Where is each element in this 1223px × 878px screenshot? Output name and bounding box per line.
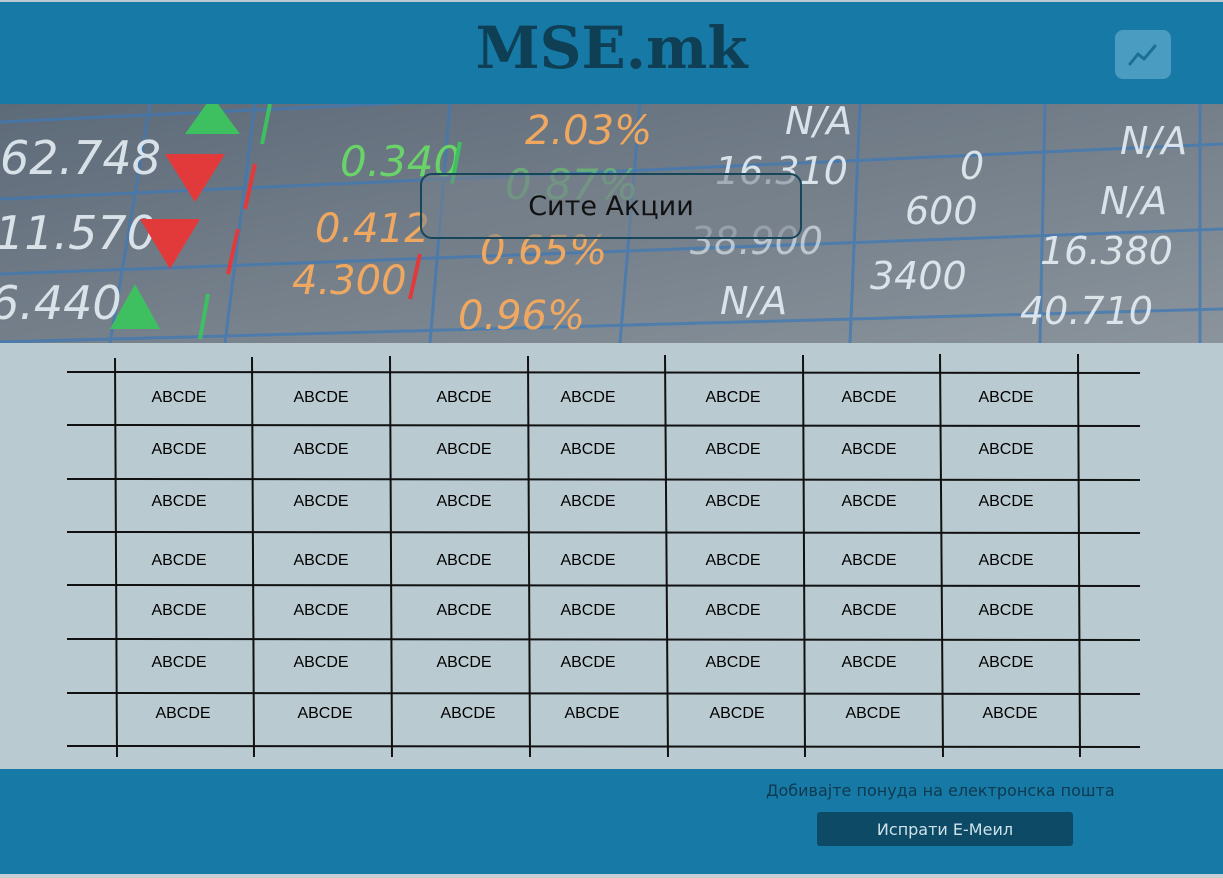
all-stocks-button[interactable]: Сите Акции: [420, 173, 802, 239]
svg-text:16.380: 16.380: [1040, 229, 1173, 273]
table-cell: ABCDE: [560, 493, 616, 510]
hero-banner: 62.748 11.570 6.440 16.310 38.900 N/A N/…: [0, 104, 1223, 343]
svg-text:3400: 3400: [870, 254, 967, 298]
svg-text:4.300: 4.300: [292, 258, 407, 304]
svg-text:N/A: N/A: [1100, 179, 1167, 223]
table-cell: ABCDE: [841, 654, 897, 671]
svg-text:40.710: 40.710: [1020, 289, 1153, 333]
table-cell: ABCDE: [151, 389, 207, 406]
table-cell: ABCDE: [293, 552, 349, 569]
table-cell: ABCDE: [841, 389, 897, 406]
table-cell: ABCDE: [705, 389, 761, 406]
table-cell: ABCDE: [151, 441, 207, 458]
table-cell: ABCDE: [155, 705, 211, 722]
svg-text:600: 600: [905, 189, 978, 233]
table-cell: ABCDE: [436, 602, 492, 619]
table-cell: ABCDE: [293, 654, 349, 671]
table-cell: ABCDE: [982, 705, 1038, 722]
table-cell: ABCDE: [705, 602, 761, 619]
table-cell: ABCDE: [436, 654, 492, 671]
table-cell: ABCDE: [560, 654, 616, 671]
svg-text:0.412: 0.412: [315, 206, 430, 252]
email-promo-text: Добивајте понуда на електронска пошта: [766, 781, 1115, 800]
table-cell: ABCDE: [978, 654, 1034, 671]
table-cell: ABCDE: [841, 552, 897, 569]
table-cell: ABCDE: [436, 552, 492, 569]
table-cell: ABCDE: [436, 389, 492, 406]
svg-text:N/A: N/A: [720, 279, 787, 323]
svg-text:0.96%: 0.96%: [458, 293, 585, 339]
footer: Добивајте понуда на електронска пошта Ис…: [0, 769, 1223, 874]
table-cell: ABCDE: [560, 552, 616, 569]
table-cell: ABCDE: [436, 441, 492, 458]
table-cell: ABCDE: [560, 441, 616, 458]
table-cell: ABCDE: [709, 705, 765, 722]
table-cell: ABCDE: [978, 441, 1034, 458]
table-cell: ABCDE: [978, 493, 1034, 510]
svg-text:2.03%: 2.03%: [525, 108, 652, 154]
table-cell: ABCDE: [560, 389, 616, 406]
table-cell: ABCDE: [151, 654, 207, 671]
table-cell: ABCDE: [440, 705, 496, 722]
send-email-button[interactable]: Испрати Е-Меил: [817, 812, 1073, 846]
table-cell: ABCDE: [151, 493, 207, 510]
svg-text:11.570: 11.570: [0, 206, 156, 260]
table-cell: ABCDE: [705, 441, 761, 458]
table-cell: ABCDE: [151, 552, 207, 569]
table-cell: ABCDE: [841, 493, 897, 510]
table-grid-lines: [66, 353, 1141, 758]
table-cell: ABCDE: [841, 441, 897, 458]
table-cell: ABCDE: [841, 602, 897, 619]
table-cell: ABCDE: [978, 552, 1034, 569]
stocks-table: ABCDE ABCDE ABCDE ABCDE ABCDE ABCDE ABCDE ABCDE…: [0, 343, 1223, 769]
svg-text:6.440: 6.440: [0, 276, 122, 330]
table-cell: ABCDE: [978, 602, 1034, 619]
table-cell: ABCDE: [978, 389, 1034, 406]
table-cell: ABCDE: [705, 493, 761, 510]
svg-text:N/A: N/A: [785, 104, 852, 143]
table-cell: ABCDE: [705, 552, 761, 569]
table-cell: ABCDE: [293, 493, 349, 510]
table-cell: ABCDE: [151, 602, 207, 619]
table-cell: ABCDE: [845, 705, 901, 722]
table-cell: ABCDE: [293, 602, 349, 619]
table-cell: ABCDE: [705, 654, 761, 671]
chart-button[interactable]: [1115, 30, 1171, 79]
svg-text:N/A: N/A: [1120, 119, 1187, 163]
table-cell: ABCDE: [436, 493, 492, 510]
svg-text:62.748: 62.748: [0, 131, 161, 185]
table-cell: ABCDE: [560, 602, 616, 619]
trending-chart-icon: [1128, 44, 1157, 66]
table-cell: ABCDE: [293, 441, 349, 458]
footer-bottom-strip: [0, 874, 1223, 878]
table-cell: ABCDE: [297, 705, 353, 722]
svg-text:0: 0: [960, 144, 984, 188]
brand-logo-text[interactable]: MSE.mk: [475, 14, 748, 82]
table-cell: ABCDE: [293, 389, 349, 406]
table-cell: ABCDE: [564, 705, 620, 722]
header: MSE.mk: [0, 2, 1223, 105]
